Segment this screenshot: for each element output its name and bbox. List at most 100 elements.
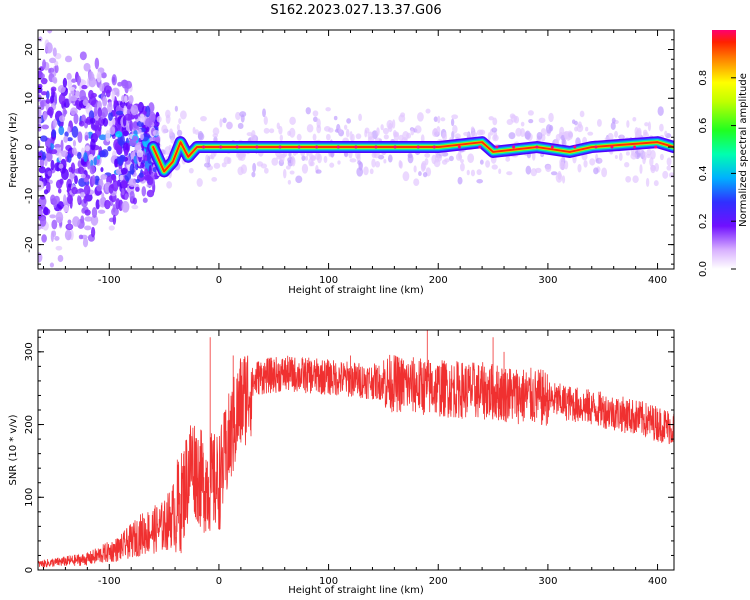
spectral-halo <box>596 118 602 127</box>
ridge-peak <box>495 145 499 149</box>
spectral-blob <box>120 167 128 175</box>
spectral-blob <box>64 229 72 241</box>
spectral-halo <box>289 170 295 175</box>
spectral-halo <box>476 178 484 184</box>
spectral-halo <box>538 117 546 124</box>
spectral-halo <box>550 171 558 176</box>
spectral-blob <box>57 201 65 210</box>
spectrogram-marks <box>38 30 674 268</box>
spectral-halo <box>540 128 547 137</box>
spectral-halo <box>398 160 402 168</box>
spectral-blob <box>62 77 68 88</box>
spectral-blob <box>40 91 48 96</box>
spectral-halo <box>276 122 280 130</box>
spectral-blob <box>80 191 85 198</box>
spectral-blob <box>115 168 123 175</box>
spectral-blob <box>91 207 98 218</box>
x-tick-label: 400 <box>648 576 667 587</box>
spectral-blob <box>121 79 128 89</box>
spectral-halo <box>400 112 406 118</box>
spectral-blob <box>90 214 99 226</box>
spectral-blob <box>54 64 59 74</box>
spectral-blob <box>58 125 65 136</box>
spectral-blob <box>115 198 121 210</box>
spectral-halo <box>263 116 268 125</box>
spectral-halo <box>422 172 428 178</box>
spectral-blob <box>77 195 81 204</box>
spectral-blob <box>59 115 66 123</box>
spectral-halo <box>662 170 669 179</box>
spectral-blob <box>105 129 111 142</box>
spectral-blob <box>70 96 78 102</box>
spectral-blob <box>45 145 52 154</box>
spectral-halo <box>454 133 461 140</box>
spectral-blob <box>64 55 73 63</box>
spectral-halo <box>618 152 623 161</box>
y-tick-label: 0 <box>24 144 35 150</box>
spectral-halo <box>239 111 247 118</box>
spectral-blob <box>102 96 108 107</box>
spectral-halo <box>264 167 269 174</box>
spectral-halo <box>326 133 331 141</box>
spectral-halo <box>413 165 417 173</box>
spectral-blob <box>145 126 150 133</box>
spectral-blob <box>60 150 69 158</box>
y-tick-label: 10 <box>24 92 35 105</box>
spectral-blob <box>136 125 140 131</box>
spectral-halo <box>545 164 552 173</box>
spectral-halo <box>235 111 241 121</box>
spectral-halo <box>452 124 458 134</box>
spectral-blob <box>83 184 91 196</box>
spectral-halo <box>451 114 459 120</box>
spectrogram-x-label: Height of straight line (km) <box>288 285 424 296</box>
spectral-blob <box>48 57 57 64</box>
spectral-halo <box>380 124 384 131</box>
spectral-halo <box>666 165 672 171</box>
ridge-peak <box>255 145 259 149</box>
spectral-blob <box>119 174 124 181</box>
spectral-blob <box>139 113 145 123</box>
spectral-halo <box>642 151 647 161</box>
spectral-halo <box>646 153 651 159</box>
spectral-halo <box>316 118 321 129</box>
spectral-blob <box>59 178 64 185</box>
spectral-halo <box>526 152 532 159</box>
spectral-blob <box>45 98 51 104</box>
colorbar-tick-label: 0.8 <box>698 70 709 86</box>
y-tick-label: -20 <box>24 236 35 252</box>
spectral-halo <box>212 133 219 138</box>
spectral-halo <box>625 175 632 183</box>
spectral-halo <box>649 156 654 167</box>
spectral-blob <box>57 188 62 194</box>
spectral-blob <box>67 219 72 225</box>
ridge-peak <box>535 145 539 149</box>
spectral-halo <box>192 126 196 135</box>
spectral-halo <box>176 124 180 131</box>
spectral-halo <box>211 177 218 182</box>
spectral-blob <box>68 166 73 173</box>
spectral-blob <box>84 216 93 222</box>
spectral-blob <box>89 165 96 175</box>
spectral-halo <box>460 162 465 172</box>
spectral-halo <box>505 156 511 162</box>
spectral-blob <box>84 225 92 231</box>
spectral-halo <box>296 133 302 141</box>
ridge-peak <box>354 145 358 149</box>
spectral-blob <box>41 73 45 79</box>
spectral-blob <box>111 74 117 86</box>
colorbar-gradient <box>712 30 736 269</box>
spectral-halo <box>251 171 256 178</box>
spectral-blob <box>51 219 58 230</box>
spectral-halo <box>647 121 652 132</box>
ridge-peak <box>478 145 482 149</box>
spectral-halo <box>418 171 422 177</box>
spectral-blob <box>111 90 115 102</box>
spectral-halo <box>312 116 318 122</box>
spectral-halo <box>279 134 284 142</box>
spectral-blob <box>95 120 100 130</box>
spectral-blob <box>52 118 58 128</box>
spectral-halo <box>166 181 173 189</box>
spectral-halo <box>476 169 482 176</box>
spectral-blob <box>97 209 106 214</box>
